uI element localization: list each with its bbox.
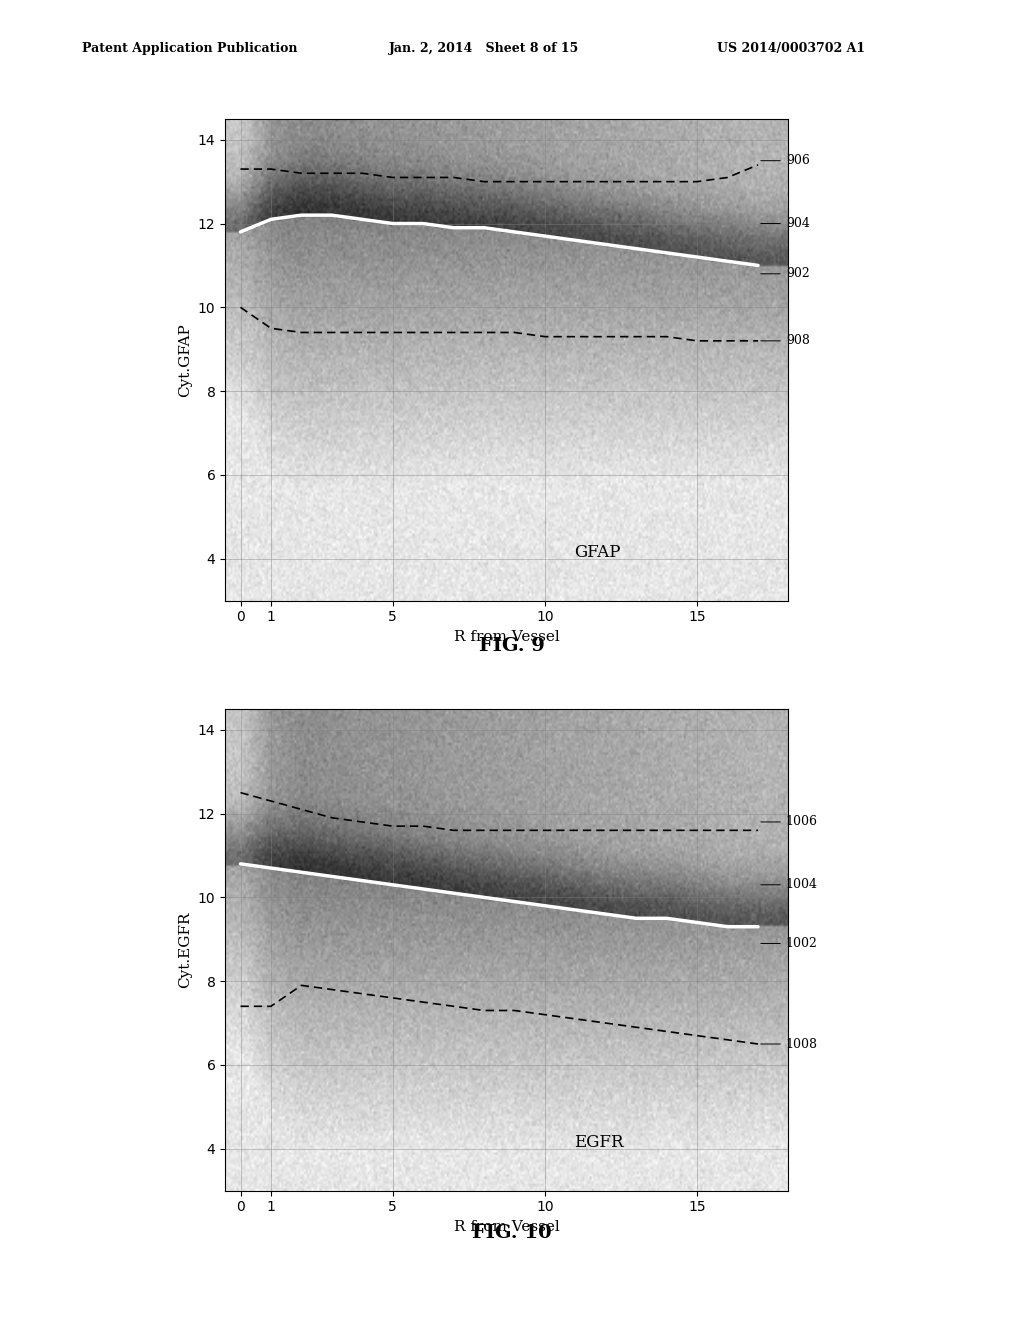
Text: 1002: 1002 [761,937,818,950]
Text: 904: 904 [761,216,810,230]
Text: 908: 908 [761,334,810,347]
Text: 902: 902 [761,268,810,280]
Y-axis label: Cyt.EGFR: Cyt.EGFR [178,912,193,987]
Text: EGFR: EGFR [574,1134,624,1151]
Text: 1004: 1004 [761,878,818,891]
Text: FIG. 10: FIG. 10 [472,1224,552,1242]
X-axis label: R from Vessel: R from Vessel [454,630,560,644]
X-axis label: R from Vessel: R from Vessel [454,1220,560,1234]
Text: 1008: 1008 [761,1038,818,1051]
Text: Jan. 2, 2014   Sheet 8 of 15: Jan. 2, 2014 Sheet 8 of 15 [389,42,580,55]
Text: US 2014/0003702 A1: US 2014/0003702 A1 [717,42,865,55]
Y-axis label: Cyt.GFAP: Cyt.GFAP [178,323,193,396]
Text: 906: 906 [761,154,810,168]
Text: GFAP: GFAP [574,544,621,561]
Text: FIG. 9: FIG. 9 [479,636,545,655]
Text: 1006: 1006 [761,816,818,829]
Text: Patent Application Publication: Patent Application Publication [82,42,297,55]
